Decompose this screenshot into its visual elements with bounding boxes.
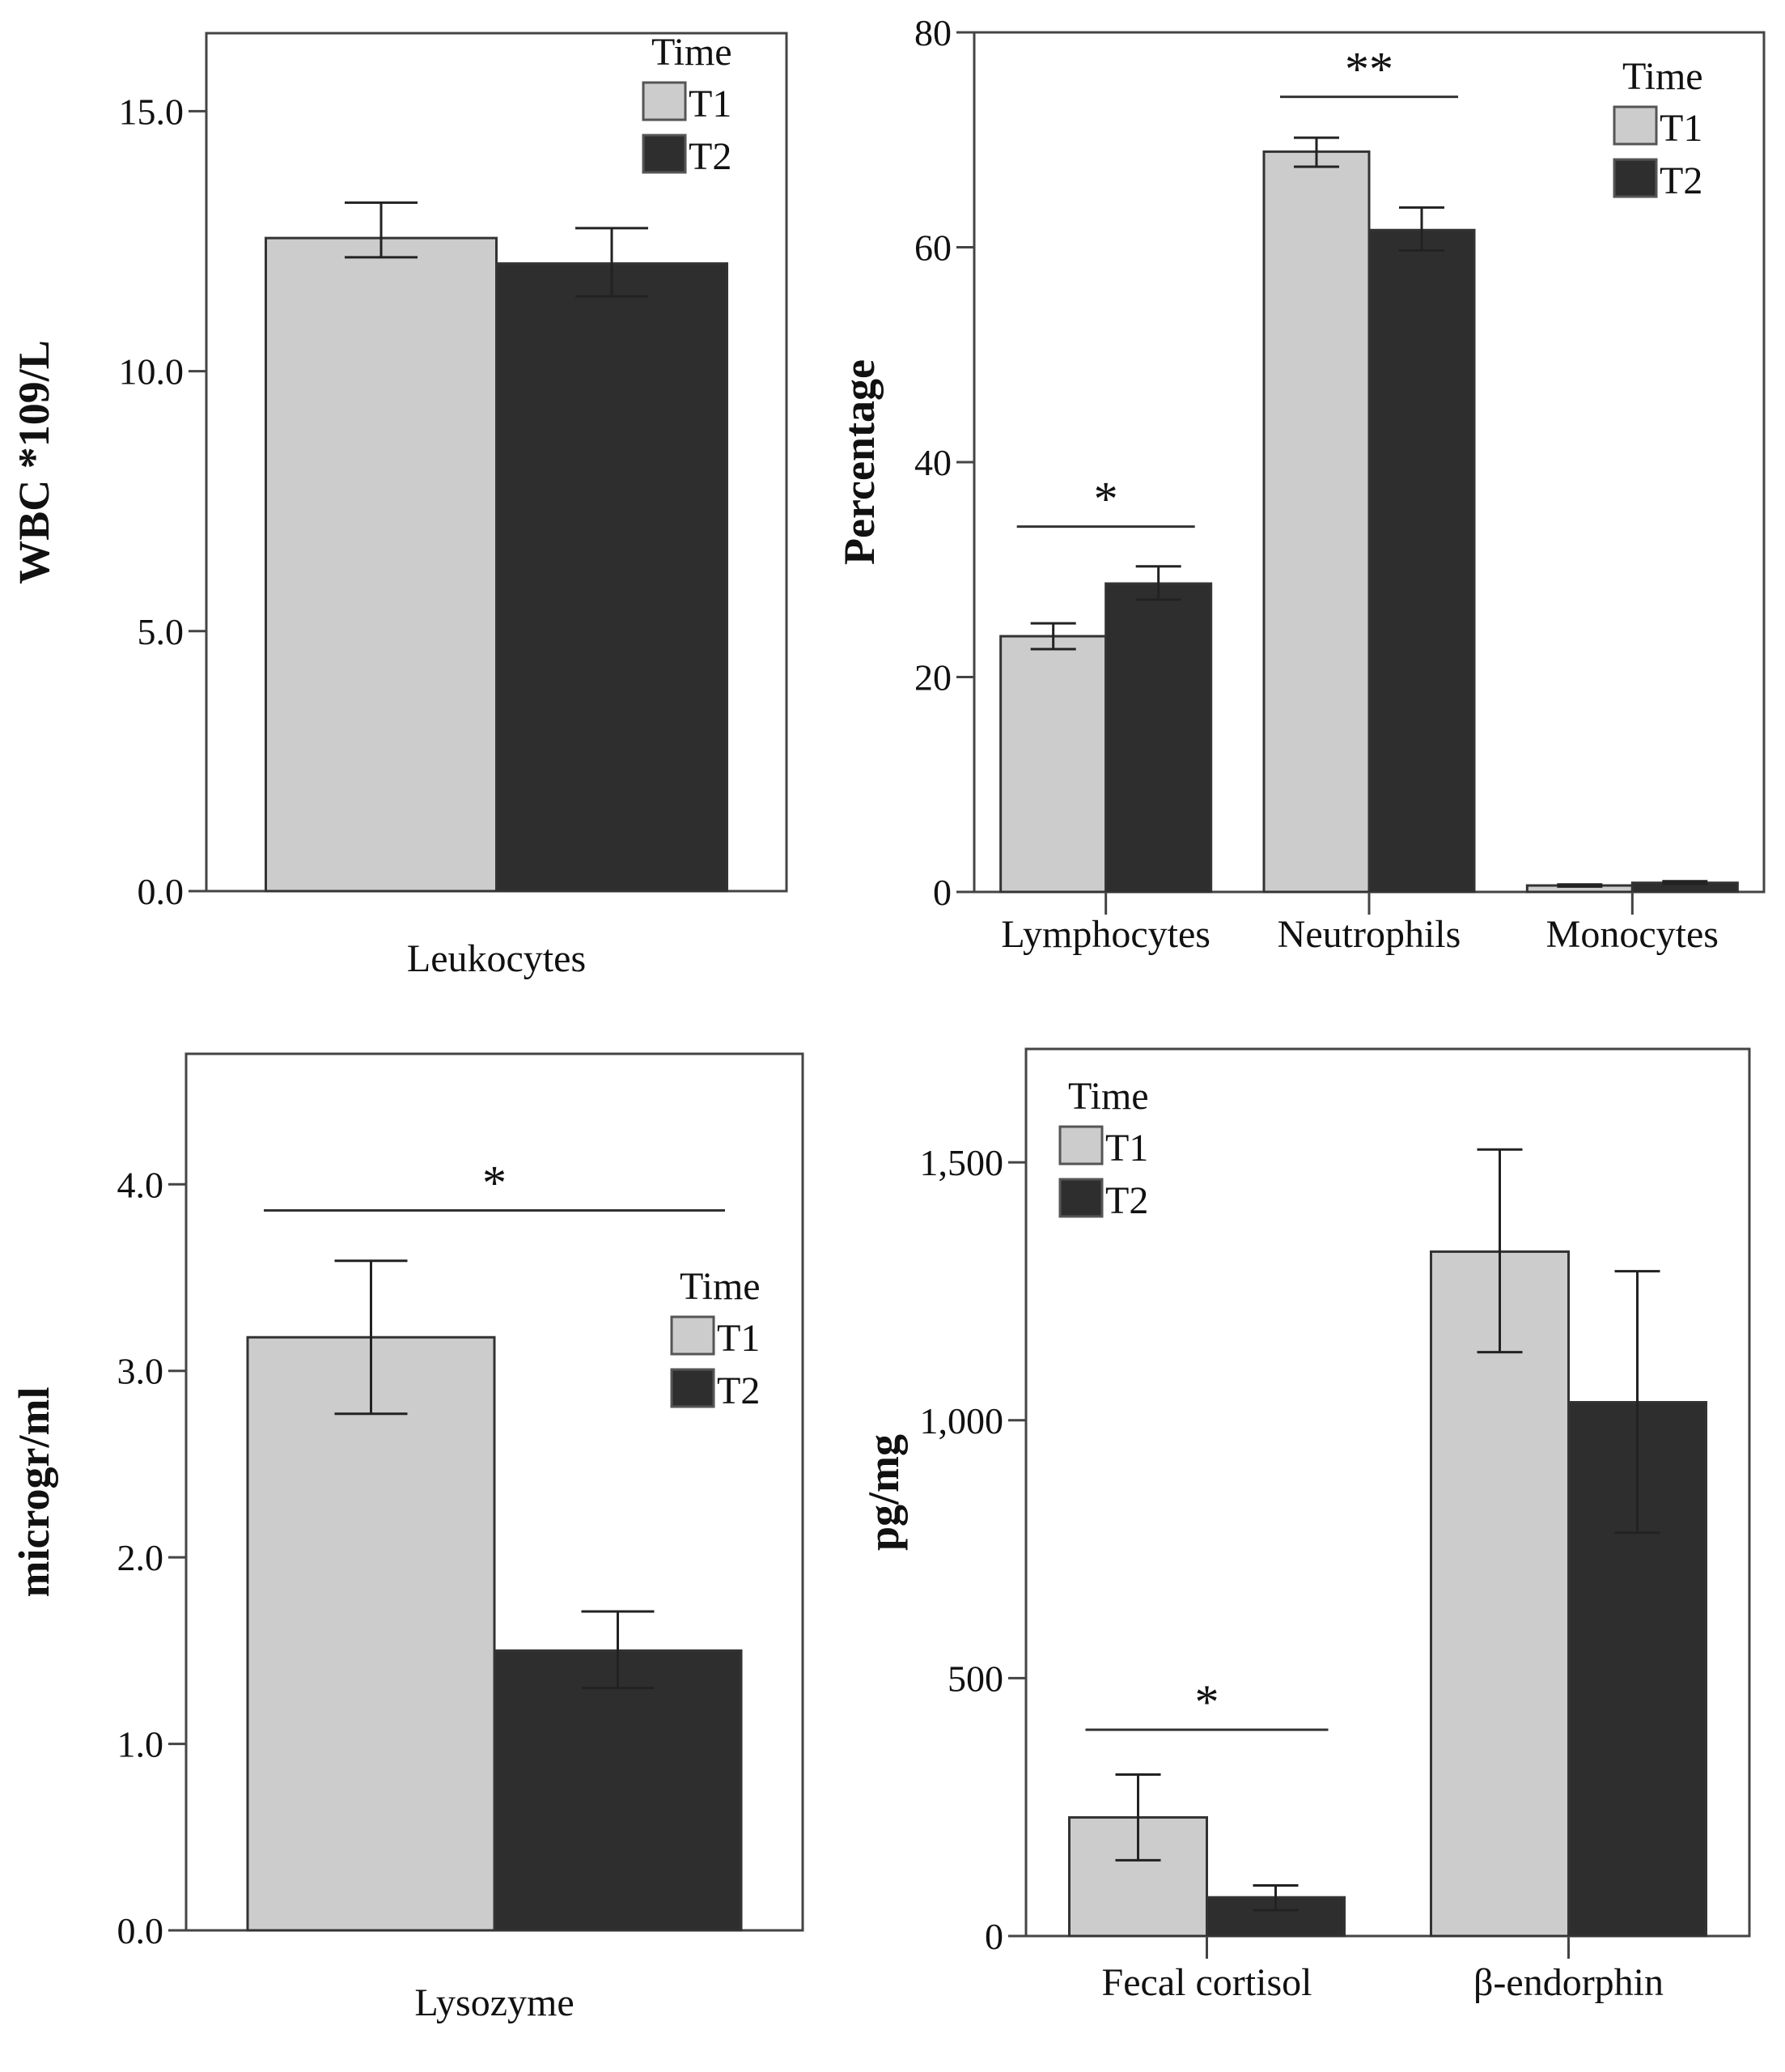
y-tick-label: 5.0 (138, 611, 184, 652)
legend-label: T1 (717, 1317, 760, 1360)
significance-marker: * (1195, 1675, 1219, 1729)
y-tick-label: 40 (914, 442, 952, 483)
legend-title: Time (1622, 55, 1703, 98)
y-tick-label: 80 (914, 12, 952, 53)
y-axis-label: Percentage (835, 359, 884, 565)
plot-frame (1024, 1047, 1751, 1938)
legend-swatch-t1 (642, 81, 687, 121)
legend-swatch-t1 (1058, 1125, 1104, 1166)
significance-marker: * (1094, 473, 1118, 526)
y-tick-label: 0.0 (117, 1910, 164, 1951)
legend-label: T2 (689, 135, 731, 178)
y-tick-label: 1,000 (920, 1400, 1004, 1441)
y-tick-label: 1,500 (920, 1142, 1004, 1183)
legend-title: Time (680, 1265, 761, 1308)
x-category-label: Monocytes (1546, 913, 1719, 956)
legend-label: T2 (1660, 159, 1702, 202)
legend-swatch-t2 (642, 134, 687, 174)
legend-swatch-t2 (1058, 1178, 1104, 1218)
bar-t1 (1430, 1250, 1570, 1938)
significance-marker: * (482, 1157, 507, 1210)
bar-t2 (1104, 582, 1213, 894)
legend-swatch-t2 (670, 1368, 715, 1408)
legend-label: T1 (689, 83, 731, 125)
x-category-label: Neutrophils (1278, 913, 1461, 956)
y-tick-label: 2.0 (117, 1537, 164, 1578)
y-tick-label: 0 (985, 1916, 1003, 1957)
legend-label: T1 (1660, 107, 1702, 150)
bar-t1 (246, 1335, 496, 1932)
significance-marker: ** (1345, 43, 1393, 96)
y-tick-label: 20 (914, 657, 952, 698)
y-tick-label: 500 (948, 1658, 1003, 1699)
legend-swatch-t1 (1613, 105, 1658, 146)
bar-t2 (493, 1649, 743, 1932)
y-tick-label: 3.0 (117, 1351, 164, 1392)
y-tick-label: 4.0 (117, 1164, 164, 1205)
legend-title: Time (1068, 1075, 1149, 1118)
y-axis-label: pg/mg (859, 1434, 908, 1551)
x-category-label: Leukocytes (407, 937, 586, 980)
legend-label: T2 (717, 1369, 760, 1412)
bar-t2 (495, 262, 728, 893)
y-tick-label: 15.0 (119, 91, 184, 132)
chart-panel-2: 0 20 40 60 80 Percentage Lymphocytes * Neutrophi… (835, 12, 1766, 956)
y-tick-label: 60 (914, 227, 952, 269)
x-category-label: Fecal cortisol (1102, 1961, 1312, 2004)
legend-title: Time (651, 31, 732, 74)
x-category-label: β-endorphin (1473, 1961, 1664, 2004)
x-category-label: Lymphocytes (1001, 913, 1210, 956)
x-category-label: Lysozyme (414, 1981, 574, 2024)
bar-t1 (265, 236, 498, 893)
y-tick-label: 0 (933, 872, 952, 913)
y-tick-label: 1.0 (117, 1724, 164, 1765)
y-tick-label: 10.0 (119, 351, 184, 393)
chart-panel-1: 0.0 5.0 10.0 15.0 WBC *109/L Leukocytes Time T1… (10, 31, 788, 980)
legend-swatch-t1 (670, 1315, 715, 1356)
legend-label: T2 (1105, 1179, 1148, 1222)
y-axis-label: microgr/ml (10, 1387, 58, 1598)
bar-t2 (1367, 228, 1476, 894)
legend-label: T1 (1105, 1127, 1148, 1170)
bar-t1 (999, 635, 1108, 894)
y-axis-label: WBC *109/L (10, 340, 58, 584)
chart-panel-3: 0.0 1.0 2.0 3.0 4.0 microgr/ml Lysozyme * Time T1… (10, 1052, 804, 2024)
legend-swatch-t2 (1613, 158, 1658, 198)
bar-t1 (1262, 150, 1371, 894)
y-tick-label: 0.0 (138, 871, 184, 912)
chart-panel-4: 0 500 1,000 1,500 pg/mg Fecal cortisol * β-endo… (859, 1047, 1751, 2004)
